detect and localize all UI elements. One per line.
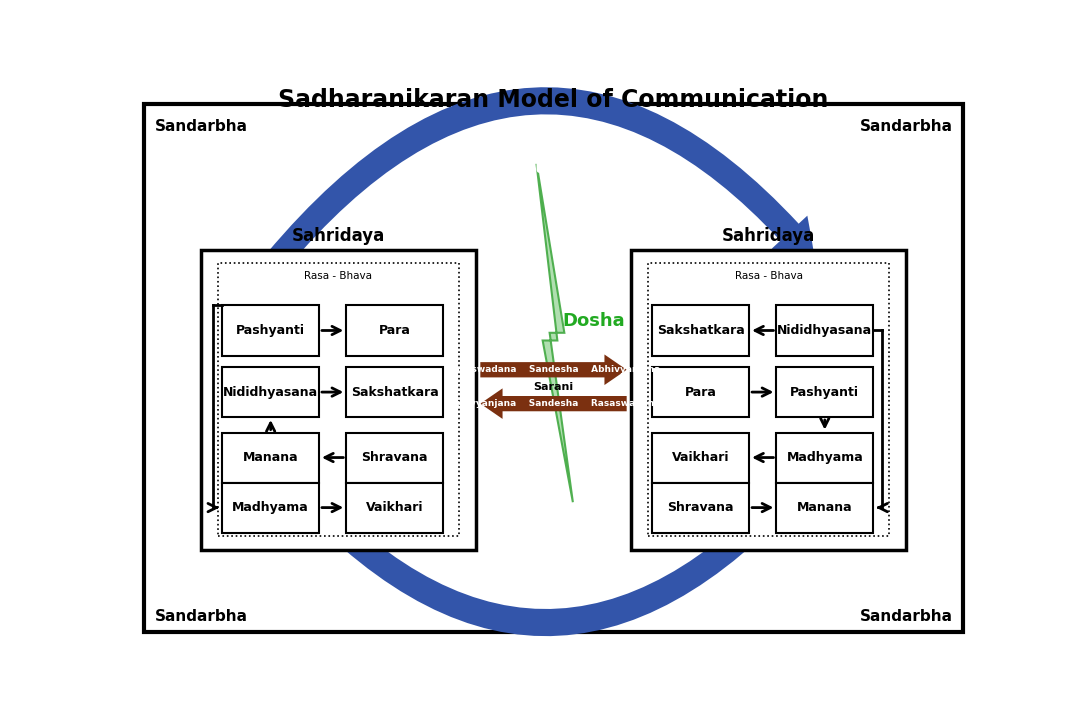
- FancyBboxPatch shape: [347, 482, 443, 533]
- FancyBboxPatch shape: [648, 264, 889, 536]
- FancyBboxPatch shape: [201, 250, 476, 550]
- Text: Para: Para: [685, 386, 717, 399]
- Text: Rasa - Bhava: Rasa - Bhava: [734, 271, 802, 282]
- FancyBboxPatch shape: [777, 367, 874, 417]
- Text: Rasa - Bhava: Rasa - Bhava: [305, 271, 373, 282]
- FancyBboxPatch shape: [347, 433, 443, 482]
- FancyBboxPatch shape: [777, 433, 874, 482]
- Text: Manana: Manana: [243, 451, 298, 464]
- FancyBboxPatch shape: [652, 433, 750, 482]
- Text: Shravana: Shravana: [667, 501, 734, 514]
- FancyBboxPatch shape: [777, 482, 874, 533]
- Text: Sandarbha: Sandarbha: [860, 119, 953, 134]
- FancyArrowPatch shape: [267, 87, 815, 269]
- Text: Madhyama: Madhyama: [786, 451, 863, 464]
- FancyBboxPatch shape: [652, 482, 750, 533]
- Text: Manana: Manana: [797, 501, 852, 514]
- Text: Sakshatkara: Sakshatkara: [657, 324, 744, 337]
- FancyBboxPatch shape: [222, 367, 319, 417]
- FancyArrowPatch shape: [276, 454, 825, 636]
- FancyBboxPatch shape: [222, 305, 319, 356]
- Text: Sadharanikaran Model of Communication: Sadharanikaran Model of Communication: [279, 89, 828, 112]
- FancyBboxPatch shape: [631, 250, 906, 550]
- FancyBboxPatch shape: [347, 305, 443, 356]
- FancyArrowPatch shape: [481, 354, 626, 385]
- Text: Pashyanti: Pashyanti: [791, 386, 860, 399]
- Text: Sahridaya: Sahridaya: [721, 227, 815, 245]
- FancyBboxPatch shape: [652, 305, 750, 356]
- Text: Pratikriya: Pratikriya: [491, 157, 616, 177]
- Text: Madhyama: Madhyama: [232, 501, 309, 514]
- Text: Rasaswadana    Sandesha    Abhivyanjana: Rasaswadana Sandesha Abhivyanjana: [447, 365, 660, 374]
- FancyBboxPatch shape: [222, 433, 319, 482]
- Text: Dosha: Dosha: [563, 312, 625, 330]
- FancyBboxPatch shape: [218, 264, 459, 536]
- Text: Abhivyanjana    Sandesha    Rasaswadana: Abhivyanjana Sandesha Rasaswadana: [447, 399, 660, 408]
- Text: Pashyanti: Pashyanti: [237, 324, 306, 337]
- Text: Pratikriya: Pratikriya: [491, 554, 616, 574]
- Text: Para: Para: [379, 324, 410, 337]
- FancyBboxPatch shape: [347, 367, 443, 417]
- Text: Vaikhari: Vaikhari: [672, 451, 729, 464]
- FancyArrowPatch shape: [481, 388, 626, 419]
- Text: Sandarbha: Sandarbha: [154, 609, 247, 624]
- Text: Nididhyasana: Nididhyasana: [224, 386, 319, 399]
- Text: Vaikhari: Vaikhari: [366, 501, 423, 514]
- Text: Shravana: Shravana: [362, 451, 428, 464]
- Polygon shape: [537, 163, 572, 503]
- Text: Sahridaya: Sahridaya: [292, 227, 386, 245]
- Text: Sandarbha: Sandarbha: [154, 119, 247, 134]
- Text: Sakshatkara: Sakshatkara: [351, 386, 438, 399]
- Text: Sarani: Sarani: [534, 382, 573, 392]
- Text: Nididhyasana: Nididhyasana: [778, 324, 873, 337]
- FancyBboxPatch shape: [222, 482, 319, 533]
- FancyBboxPatch shape: [145, 104, 962, 631]
- Text: Sandarbha: Sandarbha: [860, 609, 953, 624]
- FancyBboxPatch shape: [777, 305, 874, 356]
- FancyBboxPatch shape: [652, 367, 750, 417]
